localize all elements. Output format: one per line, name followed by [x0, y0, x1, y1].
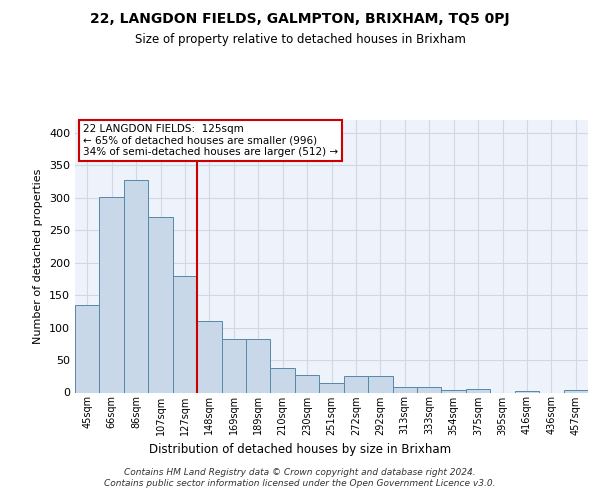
Text: 22 LANGDON FIELDS:  125sqm
← 65% of detached houses are smaller (996)
34% of sem: 22 LANGDON FIELDS: 125sqm ← 65% of detac…: [83, 124, 338, 158]
Bar: [442, 390, 466, 392]
Bar: [295, 375, 319, 392]
Bar: [246, 340, 271, 392]
Bar: [197, 321, 221, 392]
Y-axis label: Number of detached properties: Number of detached properties: [34, 168, 43, 344]
Bar: [417, 386, 442, 392]
Bar: [100, 197, 124, 392]
Bar: [75, 305, 100, 392]
Bar: [466, 390, 490, 392]
Text: Size of property relative to detached houses in Brixham: Size of property relative to detached ho…: [134, 32, 466, 46]
Text: Distribution of detached houses by size in Brixham: Distribution of detached houses by size …: [149, 442, 451, 456]
Bar: [124, 180, 148, 392]
Bar: [344, 376, 368, 392]
Bar: [319, 383, 344, 392]
Bar: [271, 368, 295, 392]
Bar: [563, 390, 588, 392]
Text: 22, LANGDON FIELDS, GALMPTON, BRIXHAM, TQ5 0PJ: 22, LANGDON FIELDS, GALMPTON, BRIXHAM, T…: [90, 12, 510, 26]
Bar: [368, 376, 392, 392]
Bar: [148, 218, 173, 392]
Bar: [173, 276, 197, 392]
Bar: [515, 390, 539, 392]
Text: Contains HM Land Registry data © Crown copyright and database right 2024.
Contai: Contains HM Land Registry data © Crown c…: [104, 468, 496, 487]
Bar: [392, 386, 417, 392]
Bar: [221, 340, 246, 392]
